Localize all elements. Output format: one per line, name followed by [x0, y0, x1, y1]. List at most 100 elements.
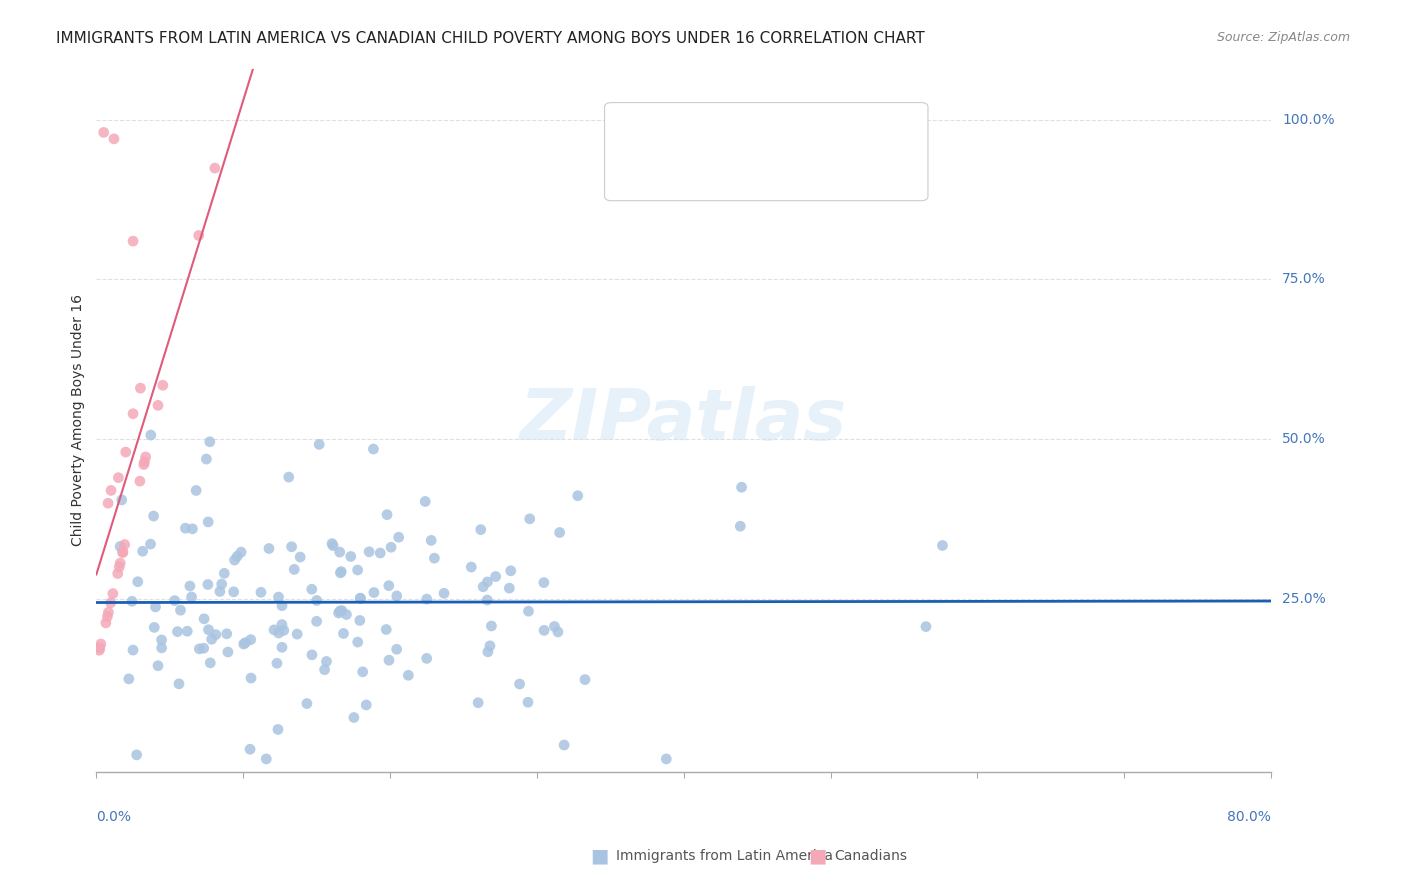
Point: [100, 596, 122, 610]
Point: [322, 539, 344, 553]
Point: [201, 632, 224, 647]
Text: ■: ■: [591, 847, 609, 866]
Point: [107, 566, 129, 581]
Point: [169, 603, 191, 617]
Point: [97, 605, 120, 619]
Text: ■: ■: [628, 120, 644, 138]
Point: [567, 489, 589, 503]
Text: Source: ZipAtlas.com: Source: ZipAtlas.com: [1216, 31, 1350, 45]
Point: [519, 512, 541, 526]
Point: [481, 619, 503, 633]
Point: [129, 381, 152, 395]
Point: [349, 614, 371, 628]
Point: [114, 445, 136, 459]
Point: [127, 574, 149, 589]
Point: [375, 623, 398, 637]
Point: [290, 549, 312, 564]
Text: Immigrants from Latin America: Immigrants from Latin America: [616, 849, 832, 863]
Point: [145, 599, 167, 614]
Text: R = 0.676   N =  31: R = 0.676 N = 31: [654, 161, 813, 175]
Point: [423, 551, 446, 566]
Point: [204, 161, 226, 175]
Point: [420, 533, 443, 548]
Point: [339, 549, 361, 564]
Point: [103, 132, 125, 146]
Point: [308, 437, 330, 451]
Point: [232, 637, 254, 651]
Point: [94, 615, 117, 630]
Point: [132, 458, 155, 472]
Point: [416, 592, 439, 607]
Point: [224, 553, 246, 567]
Point: [271, 617, 294, 632]
Point: [198, 434, 221, 449]
Point: [477, 574, 499, 589]
Point: [211, 577, 233, 591]
Point: [187, 228, 209, 243]
Point: [285, 627, 308, 641]
Point: [315, 655, 337, 669]
Point: [208, 584, 231, 599]
Point: [517, 604, 540, 618]
Point: [122, 643, 145, 657]
Point: [267, 590, 290, 604]
Point: [257, 541, 280, 556]
Point: [166, 624, 188, 639]
Text: R = 0.088   N = 143: R = 0.088 N = 143: [654, 122, 813, 136]
Text: 25.0%: 25.0%: [1282, 592, 1326, 606]
Point: [240, 671, 263, 685]
Point: [235, 636, 257, 650]
Point: [174, 521, 197, 535]
Point: [267, 723, 290, 737]
Point: [135, 450, 157, 464]
Point: [89, 643, 111, 657]
Point: [107, 470, 129, 484]
Point: [543, 619, 565, 633]
Point: [388, 530, 411, 544]
Point: [305, 615, 328, 629]
Point: [226, 549, 249, 564]
Point: [114, 537, 136, 551]
Point: [128, 474, 150, 488]
Point: [553, 738, 575, 752]
Point: [108, 556, 131, 570]
Point: [96, 609, 118, 624]
Point: [263, 623, 285, 637]
Point: [375, 508, 398, 522]
Point: [346, 563, 368, 577]
Point: [229, 545, 252, 559]
Point: [176, 624, 198, 639]
Point: [330, 565, 353, 579]
Point: [574, 673, 596, 687]
Point: [396, 668, 419, 682]
Point: [915, 619, 938, 633]
Text: IMMIGRANTS FROM LATIN AMERICA VS CANADIAN CHILD POVERTY AMONG BOYS UNDER 16 CORR: IMMIGRANTS FROM LATIN AMERICA VS CANADIA…: [56, 31, 925, 46]
Point: [131, 544, 153, 558]
Point: [472, 580, 495, 594]
Point: [385, 642, 408, 657]
Point: [498, 581, 520, 595]
Point: [305, 593, 328, 607]
Point: [467, 696, 489, 710]
Point: [332, 626, 354, 640]
Point: [548, 525, 571, 540]
Point: [273, 624, 295, 638]
Point: [378, 579, 401, 593]
Point: [222, 584, 245, 599]
Point: [139, 428, 162, 442]
Point: [730, 480, 752, 494]
Point: [197, 623, 219, 637]
Point: [214, 566, 236, 581]
Point: [180, 590, 202, 604]
Point: [146, 398, 169, 412]
Point: [97, 496, 120, 510]
Point: [352, 665, 374, 679]
Point: [111, 545, 134, 559]
Point: [343, 710, 366, 724]
Point: [200, 656, 222, 670]
Point: [152, 378, 174, 392]
Text: ZIPatlas: ZIPatlas: [520, 385, 848, 455]
Point: [101, 586, 124, 600]
Point: [122, 234, 145, 248]
Point: [499, 564, 522, 578]
